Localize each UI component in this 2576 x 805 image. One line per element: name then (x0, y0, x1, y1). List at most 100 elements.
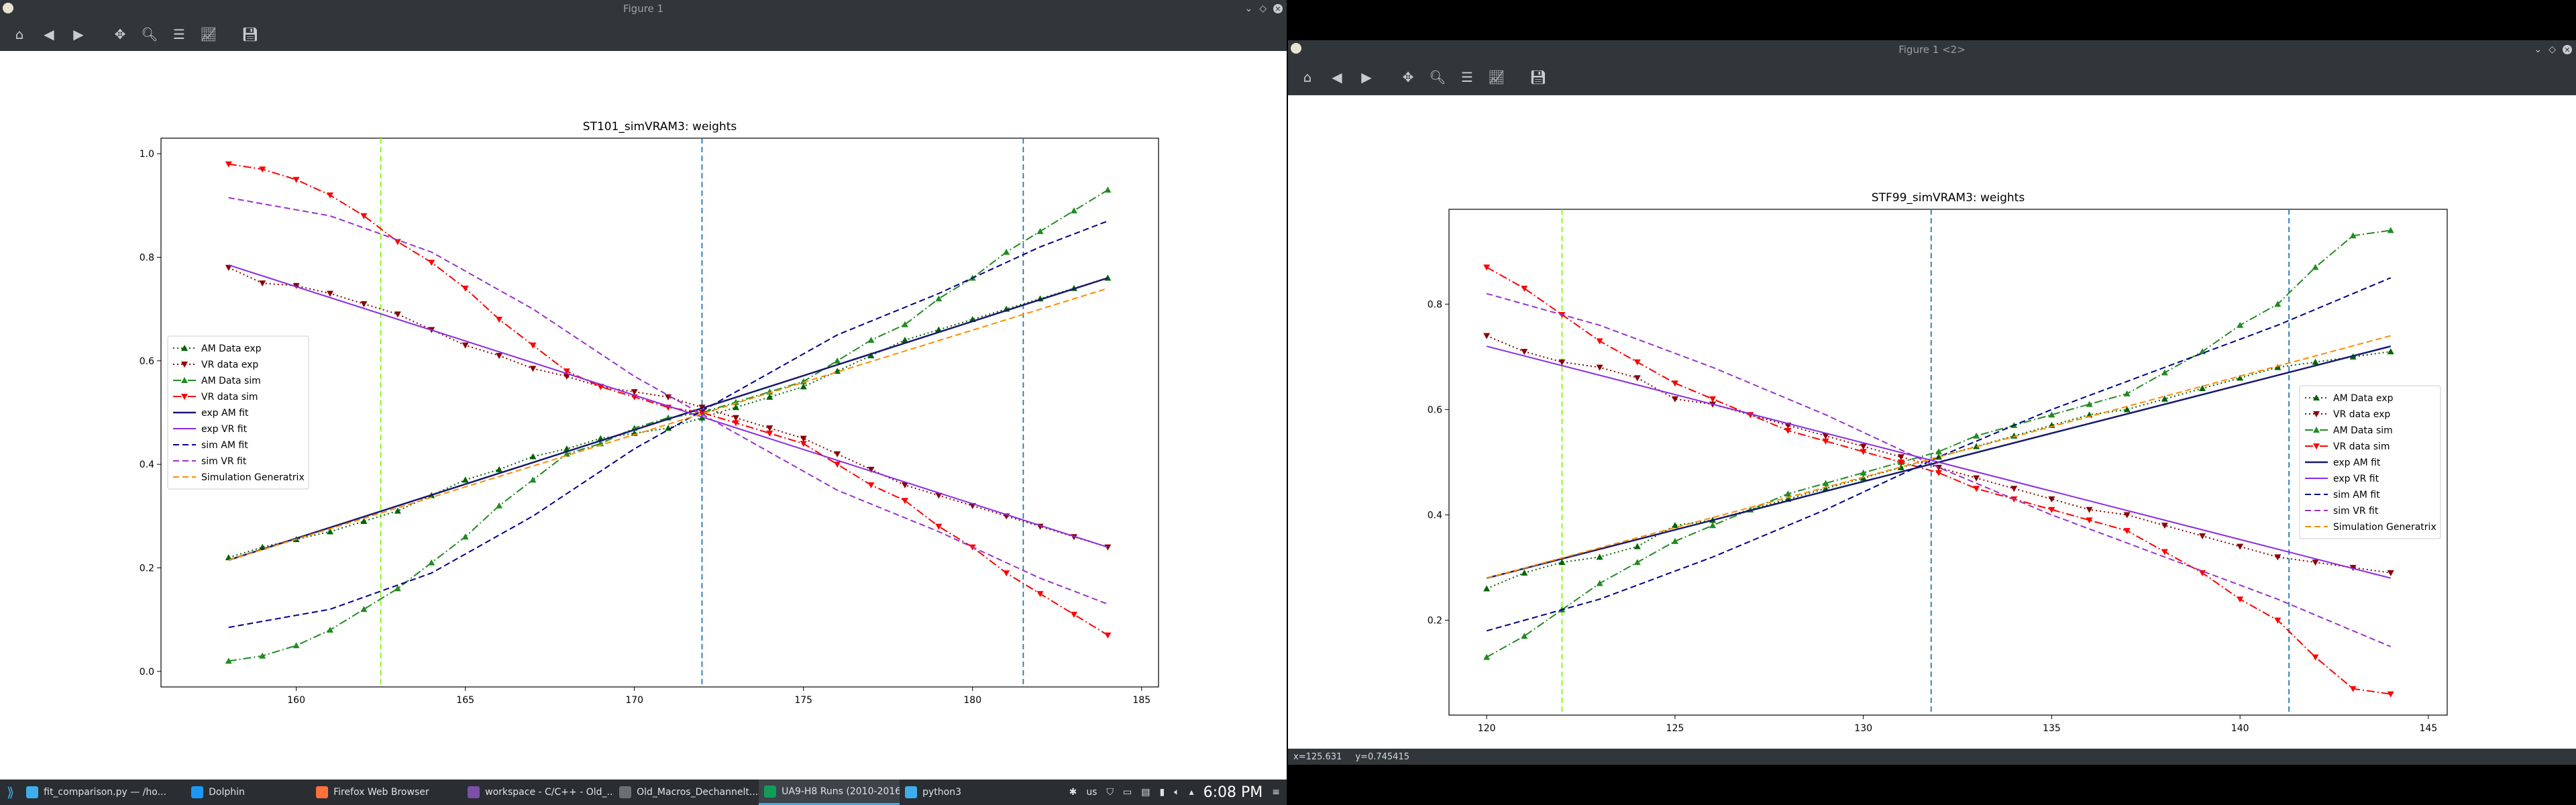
data-point (935, 523, 943, 530)
data-point (2312, 559, 2319, 566)
network-icon[interactable]: ▭ (1122, 787, 1132, 798)
data-point (2161, 395, 2168, 402)
home-icon[interactable]: ⌂ (15, 26, 24, 42)
app-icon (764, 785, 777, 798)
legend-box (2299, 385, 2441, 539)
data-point (1897, 454, 1904, 461)
y-tick-label: 0.2 (1428, 616, 1442, 627)
shield-icon[interactable]: ⛉ (1106, 787, 1114, 798)
data-point (428, 559, 435, 566)
series (1483, 227, 2394, 660)
taskbar-item[interactable]: python3 (900, 780, 1004, 805)
legend-label: exp VR fit (201, 424, 248, 435)
taskbar-item[interactable]: Dolphin (186, 780, 311, 805)
data-point (2086, 400, 2093, 407)
maximize-icon[interactable]: ◇ (1259, 3, 1267, 14)
back-icon[interactable]: ◀ (1332, 69, 1342, 85)
subplots-icon[interactable]: ☰ (1461, 69, 1473, 85)
data-point (394, 311, 401, 318)
edit-axis-icon[interactable]: 📈︎ (1488, 69, 1505, 85)
data-point (1483, 585, 1491, 592)
data-point (732, 420, 739, 427)
forward-icon[interactable]: ▶ (1361, 69, 1372, 85)
chart-2[interactable]: STF99_simVRAM3: weights 120 125 130 135 140 14… (1288, 95, 2576, 746)
forward-icon[interactable]: ▶ (73, 26, 84, 42)
clipboard-icon[interactable]: ▤ (1141, 787, 1150, 798)
arrow-up-icon[interactable]: ▴ (1189, 787, 1194, 798)
battery-icon[interactable]: ▮ (1159, 787, 1165, 798)
data-point (2123, 512, 2131, 519)
close-icon[interactable]: ✕ (1273, 4, 1283, 13)
app-launcher[interactable]: ⟫ (0, 780, 21, 805)
taskbar-item[interactable]: fit_comparison.py — /ho... (21, 780, 186, 805)
data-point (2161, 523, 2168, 529)
data-point (1633, 543, 1641, 549)
data-point (2313, 394, 2320, 400)
legend-label: AM Data exp (201, 343, 262, 354)
legend-label: exp VR fit (2333, 474, 2379, 484)
clock[interactable]: 6:08 PM (1203, 784, 1263, 801)
figure-window-2: Figure 1 <2> ⌄ ◇ ✕ ⌂ ◀ ▶ ✥ 🔍︎ ☰ 📈︎ 💾︎ ST… (1288, 40, 2576, 765)
app-icon (619, 786, 632, 798)
zoom-icon[interactable]: 🔍︎ (141, 26, 158, 42)
data-point (834, 462, 841, 468)
taskbar-item[interactable]: UA9-H8 Runs (2010-2016... (759, 780, 900, 805)
legend-label: VR data exp (2333, 409, 2390, 420)
data-point (181, 345, 188, 351)
volume-icon[interactable]: 🔈︎ (1174, 787, 1180, 798)
data-point (259, 166, 266, 173)
bluetooth-icon[interactable]: ✱ (1069, 787, 1077, 798)
status-x: x=125.631 (1293, 751, 1342, 762)
y-tick-label: 0.0 (140, 667, 154, 678)
taskbar-item-label: Dolphin (209, 787, 245, 798)
pan-icon[interactable]: ✥ (114, 26, 126, 42)
taskbar-item[interactable]: Firefox Web Browser (311, 780, 462, 805)
window-titlebar[interactable]: Figure 1 <2> ⌄ ◇ ✕ (1288, 40, 2576, 59)
pan-icon[interactable]: ✥ (1402, 69, 1414, 85)
edit-axis-icon[interactable]: 📈︎ (200, 26, 217, 42)
series-line (1486, 229, 2391, 658)
chart-1[interactable]: ST101_simVRAM3: weights 160 165 170 175 180 18… (0, 51, 1287, 780)
menu-icon[interactable]: ≡ (1272, 787, 1280, 798)
window-titlebar[interactable]: Figure 1 ⌄ ◇ ✕ (0, 0, 1287, 17)
data-point (225, 657, 232, 664)
series (1483, 264, 2394, 698)
data-point (1483, 333, 1491, 339)
home-icon[interactable]: ⌂ (1303, 69, 1312, 85)
x-tick-label: 135 (2043, 723, 2061, 734)
back-icon[interactable]: ◀ (44, 26, 54, 42)
data-point (2237, 596, 2244, 603)
taskbar-item[interactable]: workspace - C/C++ - Old_... (462, 780, 614, 805)
subplots-icon[interactable]: ☰ (173, 26, 185, 42)
close-icon[interactable]: ✕ (2563, 45, 2572, 54)
keyboard-layout[interactable]: us (1086, 787, 1097, 798)
chart-title: ST101_simVRAM3: weights (583, 120, 737, 133)
data-point (2274, 301, 2282, 307)
maximize-icon[interactable]: ◇ (2548, 44, 2556, 55)
legend-label: Simulation Generatrix (201, 472, 305, 483)
data-point (2010, 432, 2018, 439)
series-line (1486, 266, 2391, 695)
series (1486, 335, 2392, 579)
series-line (1486, 277, 2392, 632)
data-point (2086, 506, 2093, 513)
data-point (225, 264, 232, 271)
data-point (2274, 554, 2282, 561)
series (228, 264, 1108, 548)
taskbar-item[interactable]: Old_Macros_Dechannelt... (614, 780, 759, 805)
minimize-icon[interactable]: ⌄ (1244, 3, 1253, 14)
data-point (1973, 443, 1980, 449)
series-line (228, 189, 1108, 662)
figure-toolbar: ⌂ ◀ ▶ ✥ 🔍︎ ☰ 📈︎ 💾︎ (1288, 59, 2576, 95)
save-icon[interactable]: 💾︎ (1529, 69, 1547, 85)
data-point (2123, 406, 2131, 413)
save-icon[interactable]: 💾︎ (241, 26, 259, 42)
data-point (2349, 232, 2357, 239)
minimize-icon[interactable]: ⌄ (2534, 44, 2542, 55)
data-point (1596, 364, 1603, 371)
zoom-icon[interactable]: 🔍︎ (1429, 69, 1446, 85)
x-tick-label: 175 (794, 695, 812, 706)
data-point (563, 368, 570, 375)
data-point (1070, 207, 1077, 214)
data-point (360, 606, 368, 612)
